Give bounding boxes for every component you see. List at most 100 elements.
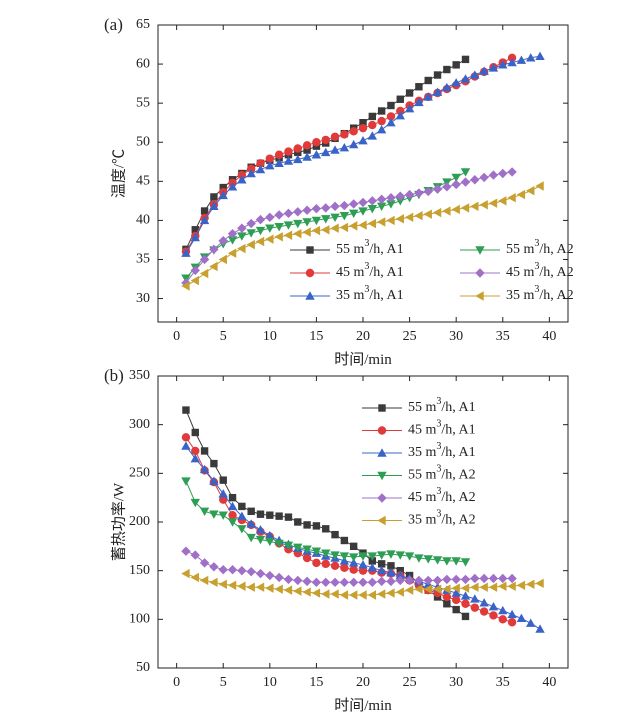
data-point (526, 185, 535, 196)
data-point (432, 556, 443, 565)
data-point (348, 577, 359, 588)
data-point (348, 209, 359, 219)
data-point (265, 212, 275, 222)
y-tick-label: 50 (136, 134, 150, 149)
data-point (348, 221, 358, 231)
y-axis-label: 蓄热功率/W (110, 482, 127, 561)
legend-marker (305, 268, 315, 278)
y-axis-label: 温度/℃ (110, 149, 127, 198)
legend-label: 35 m3/h, A1 (408, 441, 476, 460)
data-point (311, 588, 321, 598)
legend-label: 45 m3/h, A2 (506, 261, 574, 280)
data-point (451, 595, 461, 605)
data-point (451, 179, 461, 190)
legend-item: 55 m3/h, A1 (290, 238, 404, 257)
data-point (507, 57, 517, 67)
data-point (535, 51, 545, 60)
data-point (470, 70, 480, 79)
data-point (210, 193, 218, 201)
data-point (340, 563, 349, 572)
data-point (293, 586, 302, 596)
data-point (227, 236, 238, 245)
data-point (423, 186, 433, 197)
data-point (311, 203, 322, 214)
x-tick-label: 0 (173, 675, 180, 690)
data-point (302, 152, 312, 161)
y-tick-label: 65 (136, 17, 150, 32)
data-point (414, 575, 424, 586)
legend-marker (377, 471, 387, 481)
data-point (339, 590, 349, 600)
data-point (443, 600, 451, 608)
data-point (488, 170, 499, 180)
data-point (386, 550, 396, 559)
chart-panel-b: 0 5 10 15 20 25 30 35 40 50 100 150 200 250 300 350 时间/m… (104, 366, 569, 714)
data-point (442, 557, 452, 566)
legend-label: 55 m3/h, A2 (506, 238, 574, 257)
data-point (443, 65, 451, 74)
legend-label: 35 m3/h, A1 (336, 284, 404, 303)
data-point (461, 55, 470, 64)
data-point (190, 265, 200, 276)
data-point (255, 214, 266, 225)
data-point (404, 552, 415, 561)
y-tick-label: 150 (129, 563, 150, 578)
data-point (330, 132, 340, 141)
data-point (330, 201, 340, 212)
data-point (218, 564, 228, 575)
data-point (461, 612, 470, 621)
data-point (283, 585, 293, 595)
data-point (376, 565, 387, 575)
data-point (293, 144, 302, 153)
data-point (227, 518, 238, 527)
data-point (479, 200, 488, 210)
data-point (386, 193, 396, 203)
data-point (219, 183, 227, 192)
data-point (274, 539, 284, 549)
data-point (498, 60, 508, 69)
data-point (358, 552, 368, 561)
legend-marker (377, 493, 387, 503)
data-point (395, 110, 405, 120)
data-point (190, 572, 199, 583)
data-point (414, 554, 424, 563)
data-point (348, 590, 358, 600)
data-point (182, 406, 190, 414)
data-point (330, 551, 340, 560)
data-point (209, 562, 219, 572)
data-point (488, 601, 499, 611)
data-point (395, 587, 404, 597)
legend: 55 m3/h, A1 45 m3/h, A1 35 m3/h, A1 55 m3/h… (290, 238, 574, 303)
data-point (246, 582, 255, 592)
x-tick-label: 35 (496, 329, 510, 344)
data-point (367, 204, 378, 214)
data-point (358, 197, 368, 208)
data-point (218, 236, 228, 246)
data-point (255, 582, 265, 592)
data-point (358, 577, 368, 588)
data-point (255, 535, 266, 545)
data-point (181, 568, 190, 579)
data-point (181, 433, 191, 442)
data-point (293, 207, 303, 217)
data-point (395, 214, 404, 224)
data-point (283, 541, 294, 551)
data-point (302, 545, 312, 554)
data-point (488, 63, 499, 72)
y-tick-label: 250 (129, 466, 150, 481)
y-tick-label: 200 (129, 514, 150, 529)
data-point (358, 220, 367, 230)
data-point (283, 574, 294, 585)
x-tick-label: 0 (173, 329, 180, 344)
data-point (330, 577, 340, 588)
data-point (228, 493, 237, 502)
data-point (246, 229, 256, 238)
data-point (321, 147, 331, 157)
plot-frame (157, 375, 569, 669)
data-point (386, 588, 395, 598)
x-tick-label: 40 (542, 329, 556, 344)
data-point (237, 232, 247, 241)
legend-item: 45 m3/h, A1 (290, 261, 404, 280)
data-point (293, 219, 303, 229)
data-point (238, 502, 246, 511)
